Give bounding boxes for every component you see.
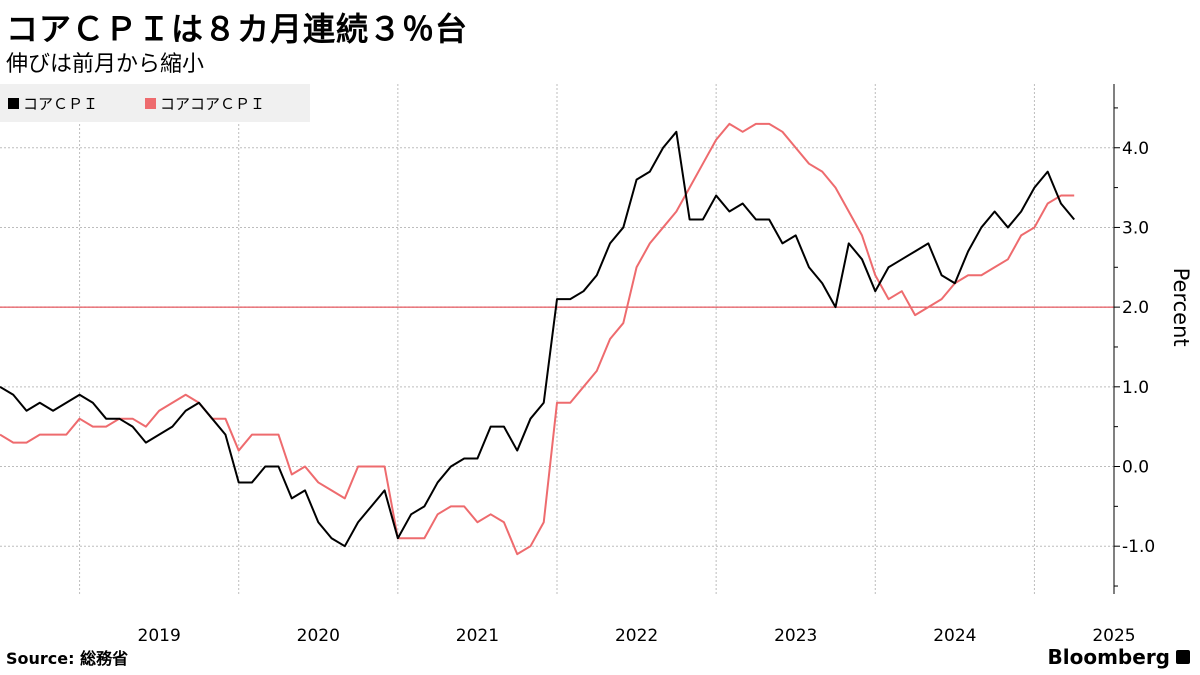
y-axis-label: Percent bbox=[1169, 268, 1193, 347]
chart-subtitle: 伸びは前月から縮小 bbox=[6, 52, 205, 77]
series-line-core-cpi bbox=[0, 130, 1075, 548]
legend-swatch-core-cpi bbox=[8, 98, 19, 109]
y-axis: -1.0 0.0 1.0 2.0 3.0 4.0 Percent bbox=[1113, 84, 1193, 594]
y-tick-label: 3.0 bbox=[1122, 218, 1149, 238]
legend-label-core-cpi: コアＣＰＩ bbox=[23, 95, 99, 113]
x-tick-label: 2023 bbox=[774, 626, 817, 646]
y-tick-label: 4.0 bbox=[1122, 139, 1149, 159]
legend-item-core-cpi: コアＣＰＩ bbox=[8, 93, 98, 114]
y-tick-label: 1.0 bbox=[1122, 378, 1149, 398]
x-tick-label: 2022 bbox=[615, 626, 658, 646]
x-tick-label: 2024 bbox=[933, 626, 976, 646]
chart-title: コアＣＰＩは８カ月連続３％台 bbox=[6, 10, 469, 48]
x-tick-label: 2020 bbox=[297, 626, 340, 646]
legend-label-core-core-cpi: コアコアＣＰＩ bbox=[160, 95, 266, 113]
y-tick-label: -1.0 bbox=[1122, 537, 1155, 557]
y-tick-label: 2.0 bbox=[1122, 298, 1149, 318]
legend-swatch-core-core-cpi bbox=[145, 98, 156, 109]
y-tick-label: 0.0 bbox=[1122, 458, 1149, 478]
brand-logo: Bloomberg bbox=[1048, 645, 1190, 669]
x-axis: 2019 2020 2021 2022 2023 2024 2025 bbox=[138, 626, 1136, 646]
x-tick-label: 2021 bbox=[456, 626, 499, 646]
series-layer bbox=[0, 122, 1075, 556]
brand-name: Bloomberg bbox=[1047, 645, 1170, 669]
legend: コアＣＰＩ コアコアＣＰＩ bbox=[0, 84, 310, 122]
series-line-core-core-cpi bbox=[0, 122, 1075, 556]
x-tick-label: 2019 bbox=[138, 626, 181, 646]
source-note: Source: 総務省 bbox=[6, 649, 129, 668]
grid-layer bbox=[0, 84, 1114, 594]
bloomberg-icon bbox=[1176, 650, 1190, 664]
x-tick-label: 2025 bbox=[1092, 626, 1135, 646]
legend-item-core-core-cpi: コアコアＣＰＩ bbox=[145, 93, 265, 114]
